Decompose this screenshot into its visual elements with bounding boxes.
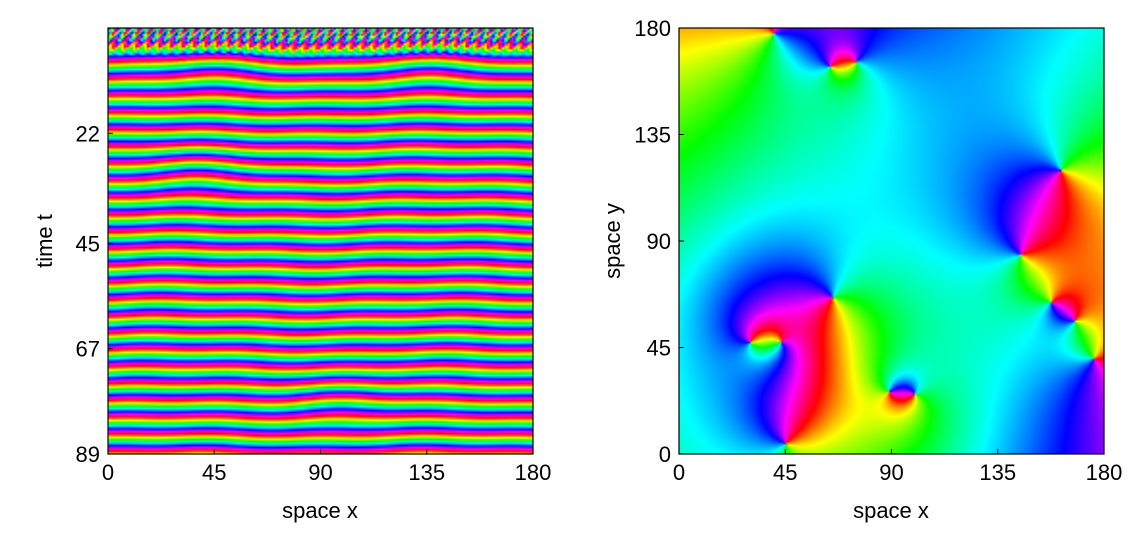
right-tick-group: 0 45 90 135 180 0 45 90 135 180 (634, 16, 1122, 485)
left-xtick-label: 45 (202, 460, 226, 485)
right-ytick-label: 0 (659, 442, 671, 467)
left-heatmap-image (108, 28, 533, 454)
left-ytick-label: 22 (76, 121, 100, 146)
left-xlabel: space x (282, 498, 358, 523)
right-xtick-label: 180 (1086, 460, 1123, 485)
right-ytick-label: 45 (647, 336, 671, 361)
right-ylabel: space y (600, 203, 625, 279)
right-ytick-label: 90 (647, 229, 671, 254)
right-panel: 0 45 90 135 180 0 45 90 135 180 space x space y (600, 16, 1122, 523)
left-xtick-label: 90 (308, 460, 332, 485)
right-xtick-label: 0 (673, 460, 685, 485)
left-xtick-label: 180 (515, 460, 552, 485)
right-xlabel: space x (853, 498, 929, 523)
right-xtick-label: 45 (773, 460, 797, 485)
left-ytick-label: 45 (76, 231, 100, 256)
left-xtick-label: 0 (102, 460, 114, 485)
right-ytick-label: 135 (634, 123, 671, 148)
left-ytick-label: 67 (76, 337, 100, 362)
right-xtick-label: 135 (979, 460, 1016, 485)
left-panel: 0 45 90 135 180 22 45 67 89 space x time t (32, 27, 552, 523)
left-ytick-label: 89 (76, 442, 100, 467)
right-xtick-label: 90 (879, 460, 903, 485)
right-heatmap-image (679, 28, 1104, 454)
left-tick-group: 0 45 90 135 180 22 45 67 89 (76, 121, 552, 485)
right-ytick-label: 180 (634, 16, 671, 41)
left-ylabel: time t (32, 214, 57, 268)
left-xtick-label: 135 (408, 460, 445, 485)
